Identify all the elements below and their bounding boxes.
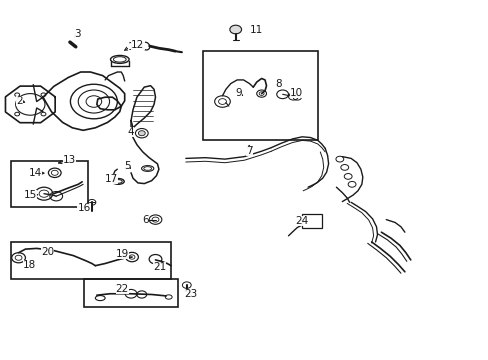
- Text: 21: 21: [152, 262, 166, 272]
- Bar: [11, 242, 171, 279]
- Text: 19: 19: [115, 249, 129, 259]
- Text: 24: 24: [295, 216, 308, 226]
- Text: 3: 3: [74, 29, 81, 39]
- Text: 6: 6: [142, 215, 149, 225]
- Text: 8: 8: [275, 79, 282, 89]
- Bar: [84, 279, 178, 307]
- Text: 2: 2: [16, 96, 23, 106]
- Text: 5: 5: [123, 161, 130, 171]
- Text: 16: 16: [77, 203, 91, 213]
- Bar: [11, 161, 87, 207]
- Circle shape: [41, 93, 46, 96]
- Circle shape: [15, 112, 20, 116]
- Bar: [203, 51, 318, 140]
- Text: 11: 11: [249, 25, 263, 35]
- Bar: [302, 214, 321, 228]
- Text: 22: 22: [115, 284, 129, 294]
- Text: 13: 13: [62, 155, 76, 165]
- Circle shape: [229, 25, 241, 34]
- Text: 7: 7: [245, 146, 252, 156]
- Text: 18: 18: [22, 260, 36, 270]
- Text: 9: 9: [235, 88, 242, 98]
- Text: 14: 14: [28, 168, 42, 178]
- Circle shape: [138, 131, 145, 136]
- Text: 20: 20: [41, 247, 54, 257]
- Text: 12: 12: [131, 40, 144, 50]
- Text: 1: 1: [127, 42, 134, 52]
- Polygon shape: [131, 86, 155, 128]
- Text: 23: 23: [183, 289, 197, 300]
- Text: 15: 15: [23, 190, 37, 200]
- Text: 10: 10: [290, 88, 303, 98]
- Text: 17: 17: [104, 174, 118, 184]
- Polygon shape: [131, 121, 159, 184]
- Text: 4: 4: [127, 127, 134, 137]
- Circle shape: [41, 112, 46, 116]
- Circle shape: [15, 93, 20, 96]
